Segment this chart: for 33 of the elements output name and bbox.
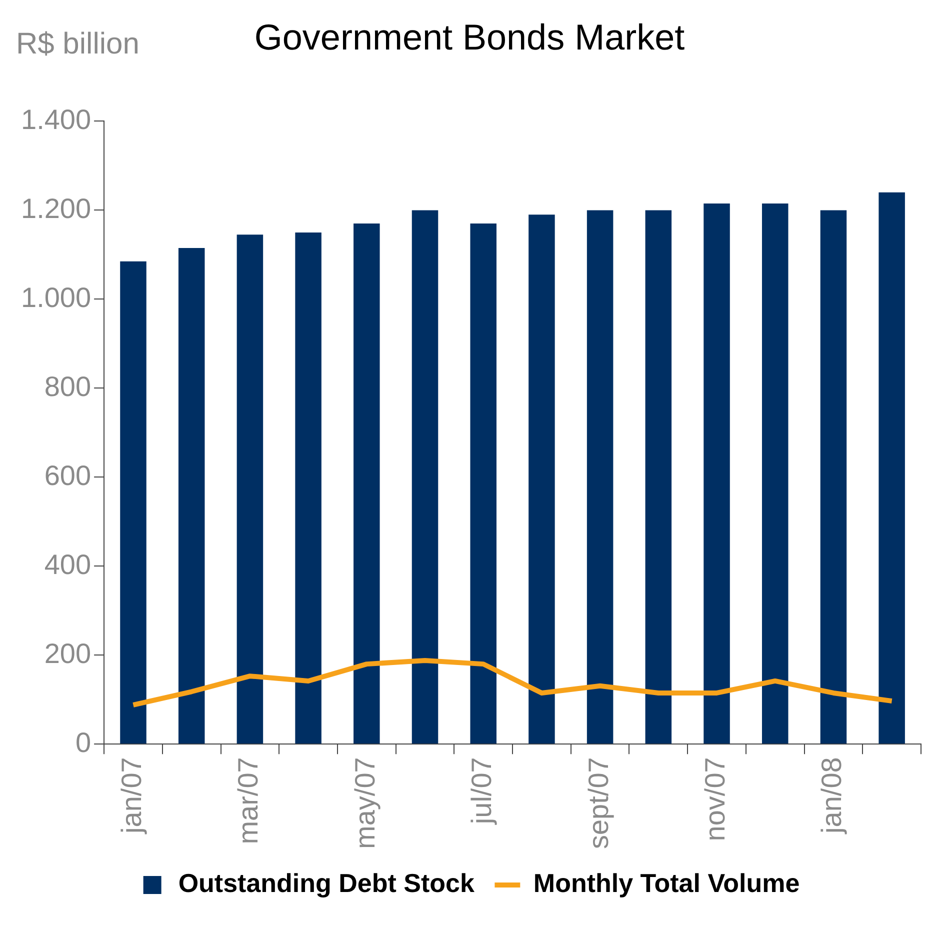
bar (120, 261, 146, 744)
y-tick-label: 0 (75, 726, 92, 758)
x-tick-label: jul/07 (466, 757, 498, 826)
bar (178, 248, 205, 744)
legend-label: Monthly Total Volume (533, 868, 800, 898)
x-tick-label: jan/07 (116, 757, 147, 834)
y-tick-label: 800 (44, 370, 92, 402)
y-tick-label: 600 (44, 460, 92, 491)
x-tick-label: sept/07 (582, 757, 614, 850)
bar (528, 214, 555, 744)
bar (645, 210, 672, 744)
y-axis-title: R$ billion (16, 27, 140, 60)
bar (762, 204, 788, 744)
y-tick-label: 200 (44, 638, 92, 669)
y-tick-label: 1.000 (20, 282, 92, 313)
legend-label: Outstanding Debt Stock (178, 868, 475, 898)
bar (820, 210, 847, 744)
bar (586, 210, 614, 744)
bar (354, 224, 380, 744)
x-tick-label: mar/07 (232, 757, 264, 844)
y-tick-label: 1.200 (20, 192, 92, 224)
x-tick-label: jan/08 (816, 757, 848, 834)
bar (878, 192, 905, 744)
x-tick-label: may/07 (349, 757, 380, 849)
y-tick-label: 400 (44, 548, 92, 580)
bar (295, 232, 322, 744)
bar (236, 234, 264, 744)
bar (704, 204, 730, 744)
y-tick-label: 1.400 (20, 104, 92, 135)
chart-title: Government Bonds Market (254, 16, 685, 58)
bar (412, 210, 438, 744)
x-tick-label: nov/07 (699, 757, 730, 842)
bar (470, 224, 496, 744)
